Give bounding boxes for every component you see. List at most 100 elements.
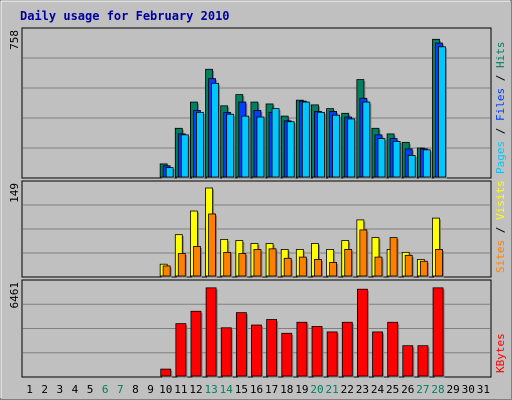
bar-kbytes-day-17 bbox=[266, 319, 278, 377]
side-label-visits-sites: Sites / Visits bbox=[494, 180, 507, 273]
max-label-kbytes: 6461 bbox=[8, 282, 21, 309]
day-label-1: 1 bbox=[26, 383, 33, 396]
bar-kbytes-day-24 bbox=[372, 331, 383, 377]
side-label-part: KBytes bbox=[494, 333, 507, 373]
bar-pages-day-12 bbox=[196, 111, 204, 178]
bar-pages-day-26 bbox=[407, 155, 416, 178]
day-label-16: 16 bbox=[250, 383, 263, 396]
bar-sites-day-20 bbox=[314, 259, 322, 277]
bar-pages-day-24 bbox=[377, 138, 386, 178]
side-label-part: Visits bbox=[494, 180, 507, 220]
bar-sites-day-21 bbox=[329, 262, 337, 277]
bar-kbytes-day-21 bbox=[326, 331, 338, 377]
day-label-28: 28 bbox=[431, 383, 444, 396]
bar-kbytes-day-26 bbox=[402, 345, 414, 377]
bar-pages-day-27 bbox=[422, 149, 431, 178]
bar-sites-day-11 bbox=[177, 253, 186, 277]
day-label-23: 23 bbox=[356, 383, 369, 396]
day-label-3: 3 bbox=[57, 383, 64, 396]
bar-kbytes-day-15 bbox=[235, 312, 247, 377]
bar-sites-day-16 bbox=[253, 249, 262, 277]
bar-kbytes-day-11 bbox=[175, 323, 187, 377]
max-label-hits-files-pages: 758 bbox=[8, 30, 21, 50]
bar-pages-day-19 bbox=[301, 101, 310, 178]
bar-kbytes-day-18 bbox=[281, 332, 293, 377]
day-label-25: 25 bbox=[386, 383, 399, 396]
side-label-part: / bbox=[494, 220, 507, 240]
max-label-visits-sites: 149 bbox=[8, 183, 21, 203]
bar-sites-day-22 bbox=[344, 249, 353, 277]
side-label-part: Files bbox=[494, 88, 507, 121]
bar-pages-day-11 bbox=[180, 134, 189, 178]
day-label-10: 10 bbox=[159, 383, 172, 396]
day-label-29: 29 bbox=[447, 383, 460, 396]
side-label-hits-files-pages: Pages / Files / Hits bbox=[494, 42, 507, 175]
day-label-30: 30 bbox=[462, 383, 475, 396]
day-label-11: 11 bbox=[174, 383, 187, 396]
bar-pages-day-21 bbox=[332, 114, 340, 178]
day-label-9: 9 bbox=[147, 383, 154, 396]
day-label-18: 18 bbox=[280, 383, 293, 396]
day-label-14: 14 bbox=[220, 383, 234, 396]
bar-sites-day-23 bbox=[359, 229, 368, 277]
bar-pages-day-20 bbox=[317, 111, 325, 178]
day-label-20: 20 bbox=[310, 383, 323, 396]
bar-kbytes-day-19 bbox=[296, 321, 308, 377]
day-label-12: 12 bbox=[189, 383, 202, 396]
bar-pages-day-13 bbox=[211, 82, 219, 178]
bar-pages-day-22 bbox=[347, 118, 356, 178]
bar-kbytes-day-22 bbox=[341, 321, 353, 377]
side-label-part: / bbox=[494, 121, 507, 141]
bar-pages-day-10 bbox=[165, 167, 174, 178]
side-label-part: Sites bbox=[494, 240, 507, 273]
bar-sites-day-13 bbox=[208, 213, 216, 277]
bar-sites-day-19 bbox=[298, 256, 307, 277]
day-label-21: 21 bbox=[326, 383, 339, 396]
bar-pages-day-17 bbox=[271, 108, 280, 178]
chart-title: Daily usage for February 2010 bbox=[20, 9, 230, 23]
day-label-31: 31 bbox=[477, 383, 490, 396]
day-label-6: 6 bbox=[102, 383, 109, 396]
bar-pages-day-28 bbox=[438, 46, 446, 178]
day-label-27: 27 bbox=[416, 383, 429, 396]
day-label-26: 26 bbox=[401, 383, 414, 396]
side-label-part: Pages bbox=[494, 141, 507, 174]
day-label-22: 22 bbox=[341, 383, 354, 396]
bar-sites-day-28 bbox=[435, 249, 443, 277]
day-label-19: 19 bbox=[295, 383, 308, 396]
bar-kbytes-day-27 bbox=[417, 345, 429, 377]
bar-kbytes-day-25 bbox=[387, 321, 399, 377]
side-label-part: / bbox=[494, 68, 507, 88]
bar-pages-day-23 bbox=[362, 101, 371, 178]
bar-pages-day-15 bbox=[241, 115, 250, 178]
bar-sites-day-18 bbox=[283, 257, 292, 277]
day-label-15: 15 bbox=[235, 383, 248, 396]
bar-kbytes-day-28 bbox=[432, 287, 444, 377]
day-label-8: 8 bbox=[132, 383, 139, 396]
bar-sites-day-27 bbox=[419, 260, 428, 277]
side-label-kbytes: KBytes bbox=[494, 333, 507, 373]
bar-kbytes-day-16 bbox=[251, 324, 262, 377]
bar-kbytes-day-14 bbox=[220, 327, 232, 377]
bar-pages-day-16 bbox=[256, 116, 265, 178]
day-label-2: 2 bbox=[41, 383, 48, 396]
bar-sites-day-24 bbox=[374, 256, 383, 277]
day-label-7: 7 bbox=[117, 383, 124, 396]
day-label-24: 24 bbox=[371, 383, 385, 396]
bar-kbytes-day-10 bbox=[160, 368, 172, 377]
day-label-17: 17 bbox=[265, 383, 278, 396]
bar-pages-day-18 bbox=[286, 121, 295, 178]
bar-sites-day-15 bbox=[238, 253, 247, 277]
bar-sites-day-12 bbox=[193, 246, 201, 277]
bar-pages-day-25 bbox=[392, 141, 401, 178]
day-label-4: 4 bbox=[72, 383, 79, 396]
bar-sites-day-17 bbox=[268, 248, 277, 277]
bar-pages-day-14 bbox=[226, 113, 235, 178]
bar-sites-day-10 bbox=[162, 265, 171, 277]
bar-kbytes-day-20 bbox=[311, 326, 323, 377]
bar-kbytes-day-23 bbox=[357, 288, 368, 377]
bar-sites-day-14 bbox=[223, 251, 232, 277]
bar-sites-day-25 bbox=[389, 237, 398, 277]
day-label-13: 13 bbox=[204, 383, 217, 396]
